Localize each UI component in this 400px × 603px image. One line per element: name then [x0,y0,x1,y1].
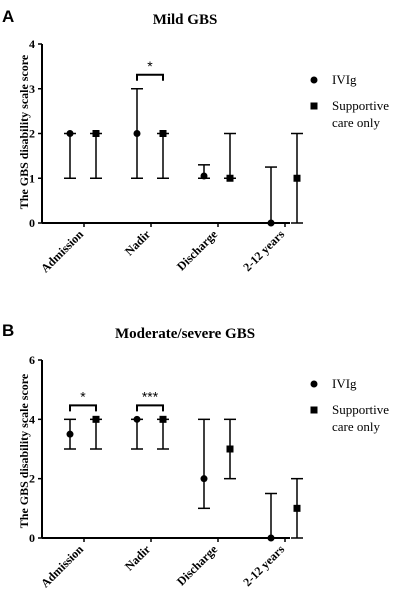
data-point-ivig [133,415,141,423]
legend-label: Supportive [332,98,389,113]
data-point-supportive [293,504,301,512]
x-tick-label: Nadir [122,542,154,574]
data-point-supportive [226,445,234,453]
x-tick-label: Discharge [174,227,221,274]
x-tick-label: Admission [38,227,86,275]
y-tick-label: 4 [29,37,35,51]
data-point-supportive [92,415,100,423]
x-tick-label: 2-12 years [240,227,287,274]
panel-letter: A [2,7,14,26]
data-point-supportive [159,130,167,137]
data-point-ivig [267,219,275,227]
legend-label: care only [332,115,381,130]
legend-marker-square [310,102,318,110]
x-tick-label: 2-12 years [240,542,287,589]
data-point-supportive [92,130,100,137]
y-axis-label: The GBS disability scale score [17,373,31,528]
data-point-ivig [200,172,208,180]
legend-label: care only [332,419,381,434]
data-point-ivig [133,130,141,137]
y-tick-label: 4 [29,412,35,426]
panel-a: A Mild GBS The GBS disability scale scor… [2,7,389,275]
x-tick-label: Nadir [122,227,154,259]
data-point-ivig [200,475,208,483]
y-axis-label: The GBS disability scale score [17,54,31,209]
y-tick-label: 2 [29,472,35,486]
legend-marker-circle [310,76,318,84]
significance-label: * [80,388,86,404]
legend-label: IVIg [332,72,357,87]
y-tick-label: 1 [29,171,35,185]
legend-label: Supportive [332,402,389,417]
significance-bracket [136,404,164,412]
chart-title: Mild GBS [153,12,218,28]
panel-letter: B [2,321,14,340]
significance-label: * [147,58,153,74]
chart-title: Moderate/severe GBS [115,326,255,342]
panel-b: B Moderate/severe GBS The GBS disability… [2,321,389,590]
significance-label: *** [142,388,159,404]
significance-bracket [69,404,97,412]
data-point-supportive [293,174,301,182]
data-point-ivig [66,130,74,137]
y-tick-label: 0 [29,531,35,545]
x-tick-label: Discharge [174,542,221,589]
y-tick-label: 3 [29,82,35,96]
y-tick-label: 2 [29,127,35,141]
significance-bracket [136,73,164,81]
data-point-ivig [267,534,275,542]
y-tick-label: 0 [29,216,35,230]
legend-label: IVIg [332,376,357,391]
data-point-ivig [66,430,74,438]
data-point-supportive [159,415,167,423]
x-tick-label: Admission [38,542,86,590]
legend-marker-circle [310,380,318,388]
data-point-supportive [226,174,234,182]
legend-marker-square [310,406,318,414]
y-tick-label: 6 [29,353,35,367]
